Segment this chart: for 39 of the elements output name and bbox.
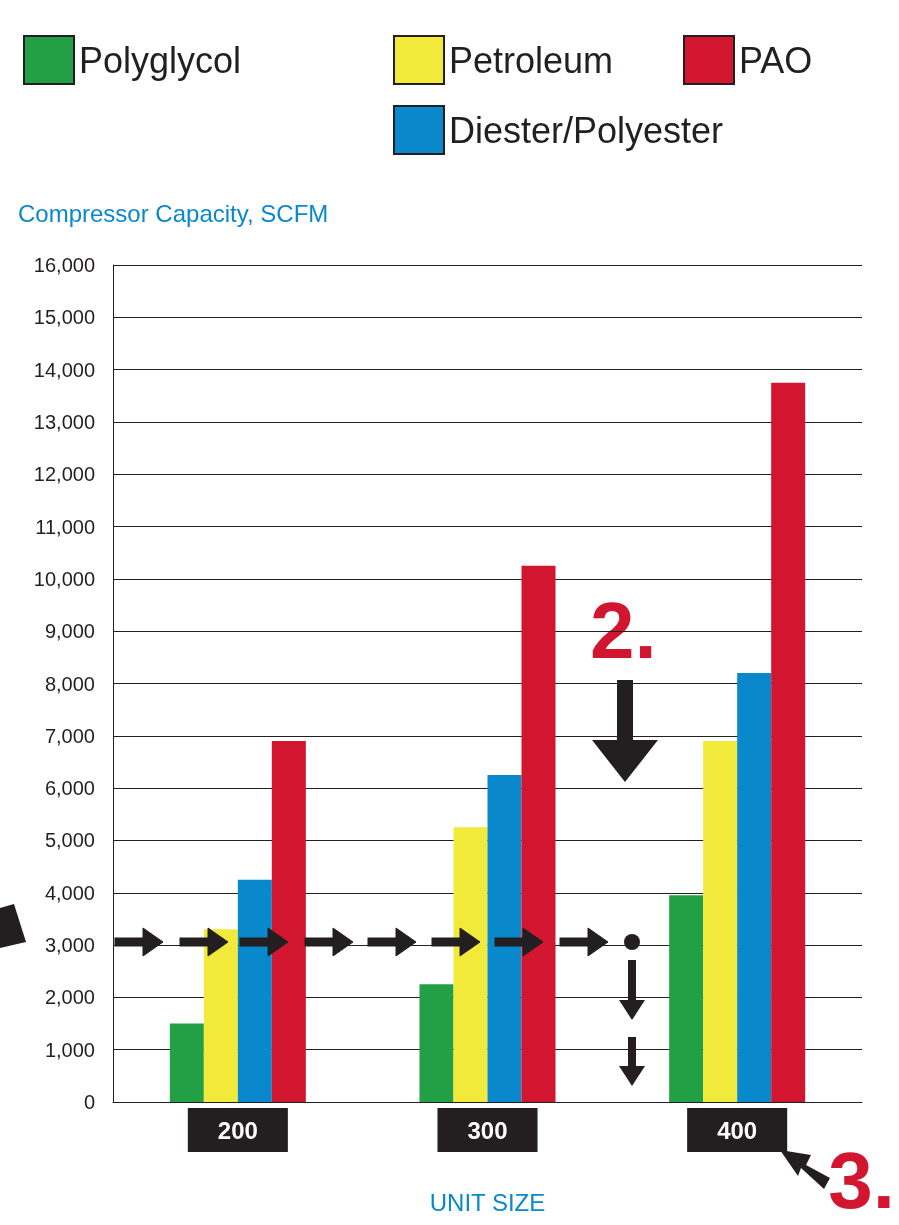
y-tick-label: 5,000 <box>44 829 95 852</box>
bar <box>669 895 704 1102</box>
y-tick-label: 7,000 <box>44 724 95 747</box>
bar <box>737 673 772 1102</box>
bar <box>771 382 806 1102</box>
bar <box>271 741 306 1102</box>
bar <box>237 879 272 1102</box>
bar <box>419 984 454 1102</box>
text: 3. <box>828 1135 895 1225</box>
y-tick-label: 8,000 <box>44 672 95 695</box>
y-tick-label: 11,000 <box>35 515 95 538</box>
y-tick-label: 14,000 <box>33 358 95 381</box>
y-tick-label: 12,000 <box>33 463 95 486</box>
bar <box>169 1023 204 1102</box>
y-tick-label: 6,000 <box>44 777 95 800</box>
y-tick-label: 0 <box>83 1091 95 1113</box>
legend-label: Diester/Polyester <box>449 109 724 151</box>
bar <box>453 827 488 1102</box>
legend-label: Petroleum <box>449 39 614 81</box>
y-tick-label: 9,000 <box>44 620 95 643</box>
x-tick-label: 200 <box>217 1116 258 1144</box>
y-tick-label: 1,000 <box>44 1038 95 1061</box>
y-tick-label: 4,000 <box>44 881 95 904</box>
y-tick-label: 15,000 <box>33 306 95 329</box>
bar <box>521 565 556 1102</box>
legend-label: Polyglycol <box>79 39 242 81</box>
bar <box>203 929 238 1102</box>
x-tick-label: 300 <box>467 1116 508 1144</box>
bar <box>487 775 522 1102</box>
x-tick-label: 400 <box>717 1116 758 1144</box>
y-tick-label: 3,000 <box>44 934 95 957</box>
y-tick-label: 2,000 <box>44 986 95 1009</box>
y-axis-title: Compressor Capacity, SCFM <box>18 199 329 227</box>
y-tick-label: 13,000 <box>33 410 95 433</box>
bar <box>703 741 738 1102</box>
x-axis-title: UNIT SIZE <box>429 1188 546 1216</box>
y-tick-label: 10,000 <box>33 567 95 590</box>
y-tick-label: 16,000 <box>33 254 95 276</box>
legend-label: PAO <box>739 39 813 81</box>
